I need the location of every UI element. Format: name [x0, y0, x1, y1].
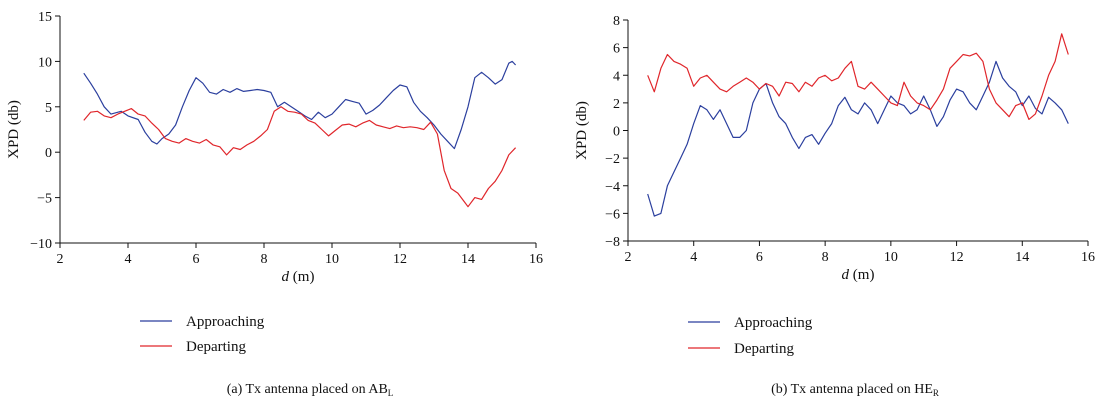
y-tick-label: −8: [605, 235, 620, 250]
y-tick-label: −2: [605, 152, 620, 167]
y-axis-label: XPD (db): [6, 100, 22, 159]
chart-panel-1: −8 −6 −4 −2 0 2 4 6 8 2 4 6 8 10 12 14 16 d (m) XPD (db) Ap…: [574, 14, 1095, 398]
series-line-approaching: [84, 61, 516, 148]
y-tick-label: 5: [45, 101, 52, 116]
x-tick-label: 10: [325, 252, 339, 267]
panel-caption: (b) Tx antenna placed on HER: [771, 382, 939, 398]
y-tick-label: 0: [45, 146, 52, 161]
panel-caption-subscript: R: [933, 388, 939, 398]
x-axis-label-unit: (m): [289, 269, 314, 285]
y-tick-label: −4: [605, 180, 620, 195]
series-line-departing: [648, 34, 1069, 120]
x-tick-label: 16: [1081, 250, 1095, 265]
legend-label-approaching: Approaching: [734, 315, 813, 331]
legend-label-approaching: Approaching: [186, 314, 265, 330]
y-tick-label: 2: [613, 97, 620, 112]
y-tick-label: 6: [613, 42, 620, 57]
x-tick-label: 6: [756, 250, 763, 265]
y-tick-label: 15: [38, 10, 52, 25]
y-tick-label: 0: [613, 125, 620, 140]
legend-label-departing: Departing: [186, 339, 246, 355]
x-tick-label: 12: [950, 250, 964, 265]
x-tick-label: 14: [461, 252, 475, 267]
x-tick-label: 10: [884, 250, 898, 265]
panel-caption-text: (a) Tx antenna placed on AB: [227, 382, 388, 397]
x-tick-label: 12: [393, 252, 407, 267]
y-tick-label: −10: [30, 237, 52, 252]
x-tick-label: 14: [1015, 250, 1029, 265]
x-tick-label: 2: [625, 250, 632, 265]
panel-caption-subscript: L: [388, 388, 394, 398]
x-tick-label: 2: [57, 252, 64, 267]
series-line-departing: [84, 107, 516, 207]
panel-caption: (a) Tx antenna placed on ABL: [227, 382, 394, 398]
panel-caption-text: (b) Tx antenna placed on HE: [771, 382, 933, 397]
x-tick-label: 8: [261, 252, 268, 267]
y-tick-label: 10: [38, 55, 52, 70]
y-tick-label: −6: [605, 207, 620, 222]
x-tick-label: 16: [529, 252, 543, 267]
legend-label-departing: Departing: [734, 341, 794, 357]
y-tick-label: 8: [613, 14, 620, 29]
x-axis-label-unit: (m): [849, 267, 874, 283]
x-tick-label: 8: [822, 250, 829, 265]
x-tick-label: 6: [193, 252, 200, 267]
y-tick-label: 4: [613, 69, 620, 84]
x-axis-label: d (m): [842, 267, 875, 283]
y-axis-label: XPD (db): [574, 101, 590, 160]
x-tick-label: 4: [690, 250, 697, 265]
chart-panel-0: −10 −5 0 5 10 15 2 4 6 8 10 12 14 16 d (m) XPD (db) Appr…: [6, 10, 543, 398]
x-tick-label: 4: [125, 252, 132, 267]
x-axis-label: d (m): [282, 269, 315, 285]
y-tick-label: −5: [37, 192, 52, 207]
